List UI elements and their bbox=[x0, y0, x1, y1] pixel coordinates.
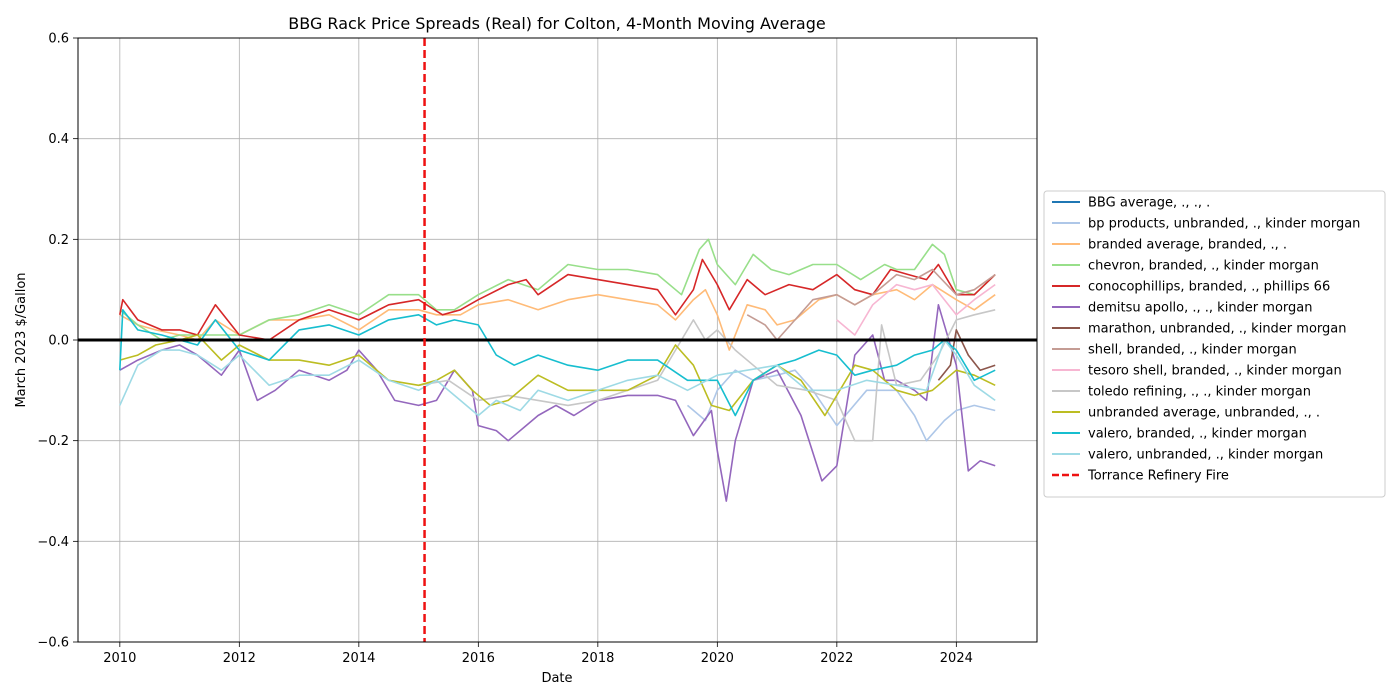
legend-entry: toledo refining, ., ., kinder morgan bbox=[1052, 385, 1311, 400]
x-tick-label: 2016 bbox=[462, 651, 495, 666]
series-layer bbox=[119, 238, 996, 502]
legend-entry: demitsu apollo, ., ., kinder morgan bbox=[1052, 301, 1312, 316]
series-line-marathon-unbranded-kinder-morgan bbox=[937, 329, 996, 381]
legend-entry: shell, branded, ., kinder morgan bbox=[1052, 343, 1297, 358]
legend-label: valero, unbranded, ., kinder morgan bbox=[1088, 448, 1323, 463]
legend-entry: unbranded average, unbranded, ., . bbox=[1052, 406, 1320, 421]
legend-entry: bp products, unbranded, ., kinder morgan bbox=[1052, 217, 1360, 232]
y-tick-label: −0.6 bbox=[37, 636, 69, 651]
x-tick-label: 2010 bbox=[103, 651, 136, 666]
legend-entry: tesoro shell, branded, ., kinder morgan bbox=[1052, 364, 1342, 379]
series-line-unbranded-average-unbranded bbox=[119, 334, 996, 417]
y-tick-label: 0.2 bbox=[48, 233, 69, 248]
x-tick-label: 2022 bbox=[820, 651, 853, 666]
series-line-tesoro-shell-branded-kinder-morgan bbox=[836, 283, 996, 336]
legend-label: shell, branded, ., kinder morgan bbox=[1088, 343, 1297, 358]
y-tick-label: −0.4 bbox=[37, 535, 69, 550]
legend-box bbox=[1043, 190, 1386, 498]
legend-label: conocophillips, branded, ., phillips 66 bbox=[1088, 280, 1330, 295]
series-line-bp-products-unbranded-kinder-morgan bbox=[686, 369, 996, 442]
series-line-toledo-refining-kinder-morgan bbox=[418, 309, 996, 442]
y-tick-label: 0.6 bbox=[48, 32, 69, 47]
chart-title: BBG Rack Price Spreads (Real) for Colton… bbox=[288, 14, 825, 33]
x-tick-label: 2024 bbox=[940, 651, 973, 666]
legend-entry: conocophillips, branded, ., phillips 66 bbox=[1052, 280, 1330, 295]
y-tick-label: −0.2 bbox=[37, 434, 69, 449]
legend-label: BBG average, ., ., . bbox=[1088, 196, 1210, 211]
legend-label: branded average, branded, ., . bbox=[1088, 238, 1287, 253]
legend-entry: chevron, branded, ., kinder morgan bbox=[1052, 259, 1319, 274]
y-axis-ticks: −0.6 −0.4 −0.2 0.0 0.2 0.4 0.6 bbox=[37, 32, 78, 651]
x-tick-label: 2014 bbox=[342, 651, 375, 666]
legend-label: unbranded average, unbranded, ., . bbox=[1088, 406, 1320, 421]
series-line-chevron-branded-kinder-morgan bbox=[119, 238, 996, 341]
legend-label: demitsu apollo, ., ., kinder morgan bbox=[1088, 301, 1312, 316]
legend-label: toledo refining, ., ., kinder morgan bbox=[1088, 385, 1311, 400]
legend-entry: Torrance Refinery Fire bbox=[1052, 469, 1229, 484]
series-line-demitsu-apollo-kinder-morgan bbox=[119, 303, 996, 502]
legend-label: Torrance Refinery Fire bbox=[1087, 469, 1229, 484]
series-line-valero-unbranded-kinder-morgan bbox=[119, 339, 996, 417]
y-tick-label: 0.4 bbox=[48, 132, 69, 147]
legend-label: marathon, unbranded, ., kinder morgan bbox=[1088, 322, 1346, 337]
legend: BBG average, ., ., . bp products, unbrand… bbox=[1043, 190, 1386, 498]
legend-entry: BBG average, ., ., . bbox=[1052, 196, 1210, 211]
legend-label: bp products, unbranded, ., kinder morgan bbox=[1088, 217, 1360, 232]
x-axis-title: Date bbox=[541, 671, 572, 686]
series-line-shell-branded-kinder-morgan bbox=[746, 268, 996, 341]
legend-label: valero, branded, ., kinder morgan bbox=[1088, 427, 1307, 442]
x-tick-label: 2018 bbox=[581, 651, 614, 666]
legend-label: tesoro shell, branded, ., kinder morgan bbox=[1088, 364, 1342, 379]
y-tick-label: 0.0 bbox=[48, 334, 69, 349]
x-tick-label: 2020 bbox=[701, 651, 734, 666]
legend-entry: marathon, unbranded, ., kinder morgan bbox=[1052, 322, 1346, 337]
legend-entry: branded average, branded, ., . bbox=[1052, 238, 1287, 253]
y-axis-title: March 2023 $/Gallon bbox=[14, 272, 29, 407]
x-tick-label: 2012 bbox=[223, 651, 256, 666]
legend-label: chevron, branded, ., kinder morgan bbox=[1088, 259, 1319, 274]
legend-entry: valero, unbranded, ., kinder morgan bbox=[1052, 448, 1323, 463]
legend-entry: valero, branded, ., kinder morgan bbox=[1052, 427, 1307, 442]
x-axis-ticks: 2010 2012 2014 2016 2018 2020 2022 2024 bbox=[103, 642, 973, 666]
